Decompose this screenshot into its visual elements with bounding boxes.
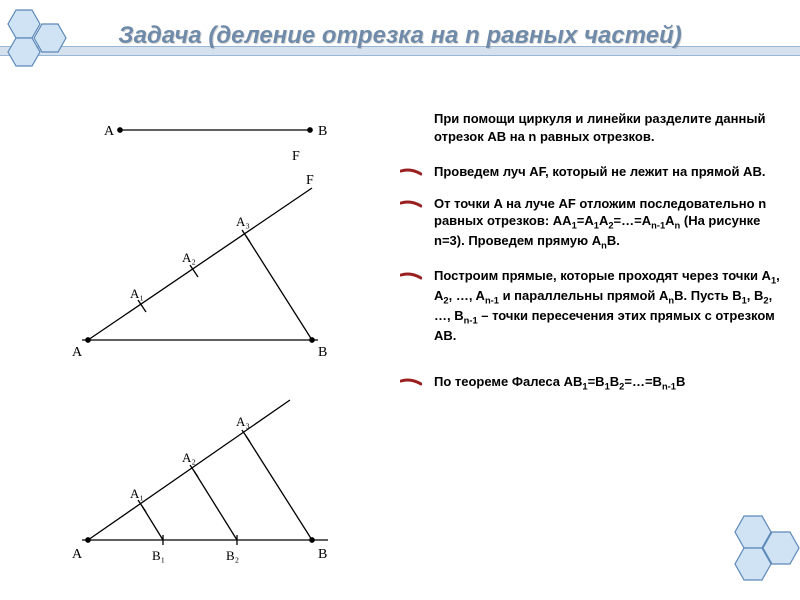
svg-text:F: F: [306, 173, 314, 188]
bullet-list: Проведем луч AF, который не лежит на пря…: [390, 163, 780, 393]
svg-text:A₁: A₁: [130, 286, 144, 301]
svg-text:B: B: [318, 547, 327, 562]
bullet-item: От точки A на луче AF отложим последоват…: [390, 195, 780, 253]
page-title: Задача (деление отрезка на n равных част…: [60, 22, 740, 50]
bullet-item: По теореме Фалеса AB1=B1B2=…=Bn-1B: [390, 373, 780, 393]
svg-text:A: A: [72, 345, 83, 360]
tick-icon: [400, 377, 422, 387]
svg-text:A: A: [72, 547, 83, 562]
text-column: При помощи циркуля и линейки разделите д…: [390, 110, 780, 590]
bullet-item: Построим прямые, которые проходят через …: [390, 267, 780, 345]
svg-text:B: B: [318, 345, 327, 360]
svg-text:B₁: B₁: [152, 548, 165, 563]
svg-text:A₂: A₂: [182, 250, 196, 265]
svg-text:A₁: A₁: [130, 486, 144, 501]
svg-text:A₂: A₂: [182, 450, 196, 465]
bullet-item: Проведем луч AF, который не лежит на пря…: [390, 163, 780, 181]
diagram-column: A B F A B F: [60, 110, 380, 590]
figure-3: A B A₁ A₂ A₃: [72, 400, 328, 563]
title-block: Задача (деление отрезка на n равных част…: [0, 22, 800, 50]
geometry-diagram: A B F A B F: [60, 110, 380, 570]
label-B: B: [318, 124, 327, 139]
svg-text:A₃: A₃: [236, 414, 250, 429]
intro-text: При помощи циркуля и линейки разделите д…: [390, 110, 780, 145]
figure-2: A B F A₁ A₂ A₃: [72, 173, 327, 360]
svg-text:B₂: B₂: [226, 548, 239, 563]
bullet-text: От точки A на луче AF отложим последоват…: [434, 196, 766, 249]
tick-icon: [400, 199, 422, 209]
label-A: A: [104, 124, 115, 139]
svg-text:A₃: A₃: [236, 214, 250, 229]
label-F: F: [292, 149, 300, 164]
figure-1: A B F: [104, 124, 327, 164]
bullet-text: Проведем луч AF, который не лежит на пря…: [434, 164, 765, 179]
tick-icon: [400, 271, 422, 281]
bullet-text: Построим прямые, которые проходят через …: [434, 268, 780, 344]
tick-icon: [400, 167, 422, 177]
bullet-text: По теореме Фалеса AB1=B1B2=…=Bn-1B: [434, 374, 685, 389]
